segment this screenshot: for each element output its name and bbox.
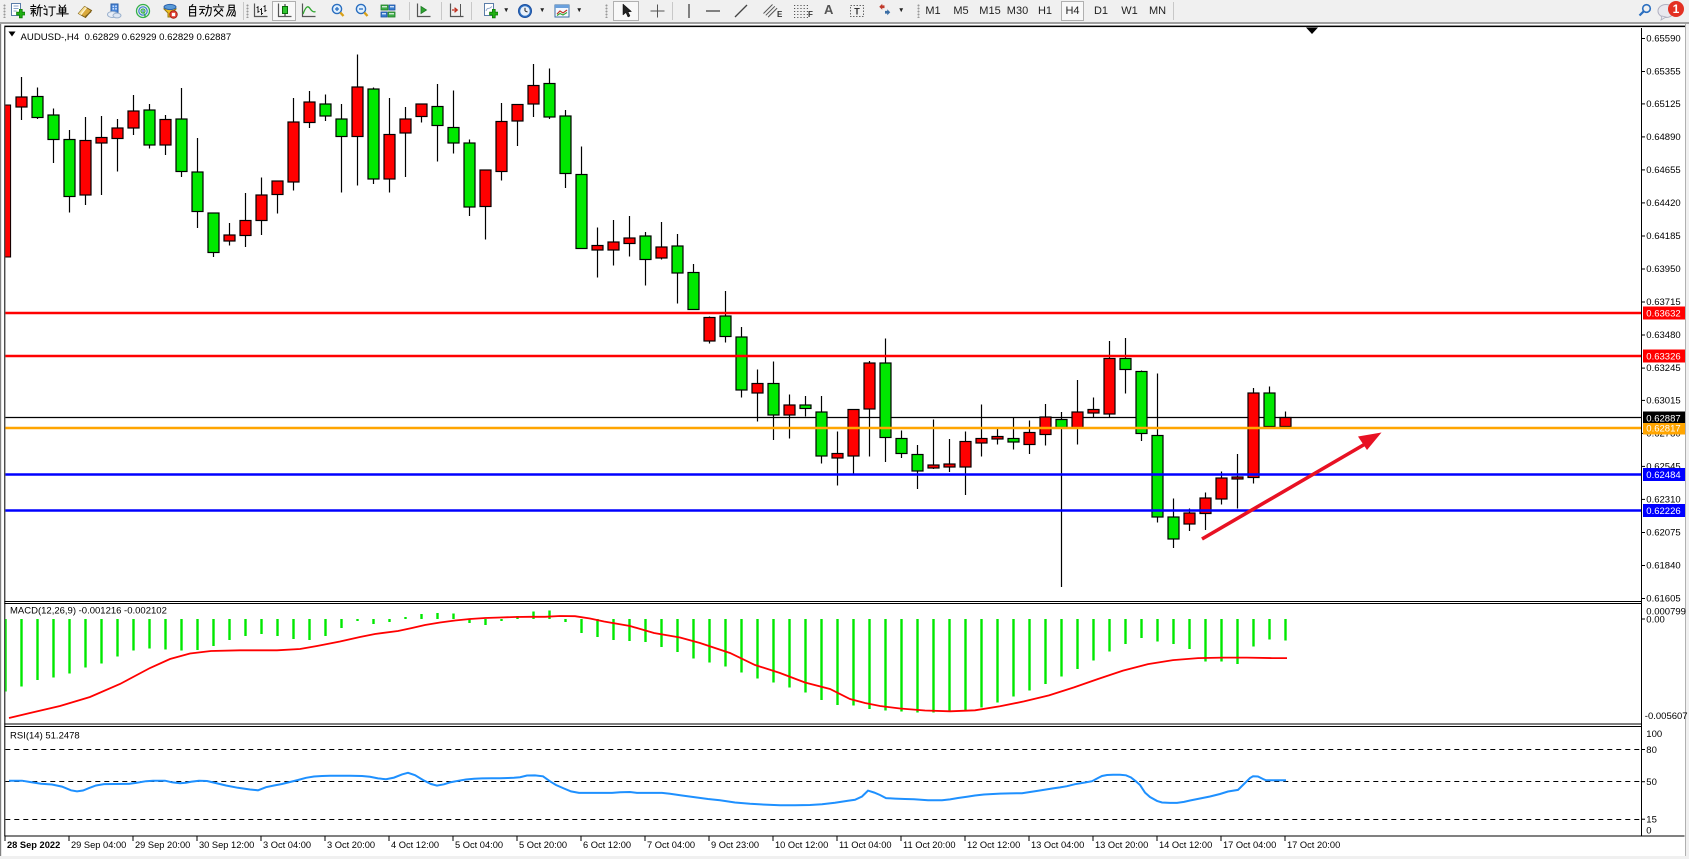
svg-text:29 Sep 04:00: 29 Sep 04:00 [71,840,126,850]
svg-text:RSI(14) 51.2478: RSI(14) 51.2478 [10,731,80,742]
svg-text:MACD(12,26,9) -0.001216 -0.002: MACD(12,26,9) -0.001216 -0.002102 [10,606,167,617]
svg-text:80: 80 [1646,745,1657,756]
svg-text:0.62484: 0.62484 [1646,470,1680,481]
svg-text:-0.005607: -0.005607 [1645,711,1688,722]
svg-text:0.61840: 0.61840 [1646,561,1680,572]
svg-text:1: 1 [1673,2,1680,16]
svg-text:11 Oct 04:00: 11 Oct 04:00 [839,840,892,850]
svg-text:0.62310: 0.62310 [1646,494,1680,505]
svg-text:0.63326: 0.63326 [1646,352,1680,363]
svg-text:11 Oct 20:00: 11 Oct 20:00 [903,840,956,850]
svg-text:0.62887: 0.62887 [1646,414,1680,425]
svg-text:10 Oct 12:00: 10 Oct 12:00 [775,840,828,850]
svg-text:5 Oct 20:00: 5 Oct 20:00 [519,840,567,850]
svg-text:29 Sep 20:00: 29 Sep 20:00 [135,840,190,850]
svg-text:0.65355: 0.65355 [1646,67,1680,78]
svg-text:0.65125: 0.65125 [1646,99,1680,110]
svg-text:30 Sep 12:00: 30 Sep 12:00 [199,840,254,850]
svg-text:3 Oct 20:00: 3 Oct 20:00 [327,840,375,850]
svg-text:6 Oct 12:00: 6 Oct 12:00 [583,840,631,850]
svg-text:0.64890: 0.64890 [1646,132,1680,143]
svg-text:0.63245: 0.63245 [1646,363,1680,374]
svg-text:0.62817: 0.62817 [1646,424,1680,435]
svg-text:AUDUSD-,H4 0.62829 0.62929 0.: AUDUSD-,H4 0.62829 0.62929 0.62829 0.628… [21,32,232,43]
svg-text:0.61605: 0.61605 [1646,594,1680,605]
svg-text:0.64185: 0.64185 [1646,231,1680,242]
svg-text:0.63480: 0.63480 [1646,330,1680,341]
svg-text:0.65590: 0.65590 [1646,34,1680,45]
svg-text:3 Oct 04:00: 3 Oct 04:00 [263,840,311,850]
svg-text:T: T [854,7,860,17]
svg-text:13 Oct 20:00: 13 Oct 20:00 [1095,840,1148,850]
svg-text:0.64655: 0.64655 [1646,165,1680,176]
svg-text:0.63632: 0.63632 [1646,309,1680,320]
svg-text:28 Sep 2022: 28 Sep 2022 [7,840,60,850]
svg-text:13 Oct 04:00: 13 Oct 04:00 [1031,840,1084,850]
svg-text:15: 15 [1646,815,1657,826]
svg-text:0.63015: 0.63015 [1646,395,1680,406]
svg-text:50: 50 [1646,777,1657,788]
svg-text:0.64420: 0.64420 [1646,198,1680,209]
svg-text:17 Oct 04:00: 17 Oct 04:00 [1223,840,1276,850]
svg-text:0.62545: 0.62545 [1646,461,1680,472]
svg-text:4 Oct 12:00: 4 Oct 12:00 [391,840,439,850]
svg-text:14 Oct 12:00: 14 Oct 12:00 [1159,840,1212,850]
svg-text:5 Oct 04:00: 5 Oct 04:00 [455,840,503,850]
svg-text:0.62226: 0.62226 [1646,506,1680,517]
svg-text:0.63950: 0.63950 [1646,264,1680,275]
svg-text:17 Oct 20:00: 17 Oct 20:00 [1287,840,1340,850]
svg-text:0: 0 [1646,825,1651,836]
svg-text:0.00: 0.00 [1646,615,1665,626]
svg-text:9 Oct 23:00: 9 Oct 23:00 [711,840,759,850]
svg-text:100: 100 [1646,729,1662,740]
svg-text:0.62075: 0.62075 [1646,528,1680,539]
svg-text:0.63715: 0.63715 [1646,297,1680,308]
svg-text:12 Oct 12:00: 12 Oct 12:00 [967,840,1020,850]
svg-text:7 Oct 04:00: 7 Oct 04:00 [647,840,695,850]
svg-text:0.000799: 0.000799 [1646,607,1686,618]
